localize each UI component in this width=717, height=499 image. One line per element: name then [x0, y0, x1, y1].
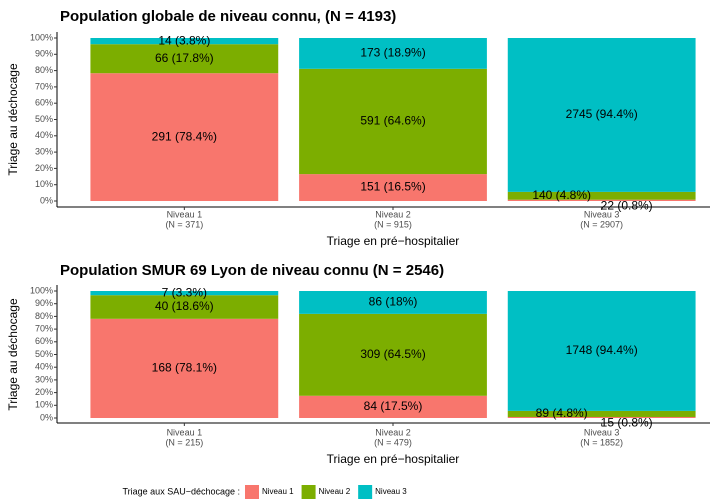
value-label: 40 (18.6%) — [155, 299, 214, 313]
y-tick-label: 50% — [35, 114, 53, 124]
value-label: 22 (0.8%) — [601, 199, 653, 213]
chart-title: Population SMUR 69 Lyon de niveau connu … — [60, 262, 444, 279]
x-tick-count: (N = 1852) — [580, 437, 623, 447]
x-tick-label: Niveau 1 — [167, 209, 203, 219]
bar-segment — [299, 291, 487, 314]
bar-segment — [507, 38, 696, 192]
y-tick-label: 0% — [40, 195, 53, 205]
value-label: 173 (18.9%) — [360, 46, 425, 60]
y-tick-label: 100% — [30, 285, 53, 295]
y-tick-label: 20% — [35, 163, 53, 173]
y-tick-label: 40% — [35, 362, 53, 372]
x-tick-label: Niveau 2 — [375, 209, 411, 219]
value-label: 309 (64.5%) — [360, 347, 425, 361]
y-tick-label: 90% — [35, 298, 53, 308]
y-tick-label: 90% — [35, 49, 53, 59]
bar-segment — [299, 174, 487, 201]
bar-segment — [299, 313, 487, 396]
x-tick-count: (N = 2907) — [580, 219, 623, 229]
y-tick-label: 10% — [35, 400, 53, 410]
y-tick-label: 60% — [35, 98, 53, 108]
bar-segment — [90, 44, 279, 74]
y-tick-label: 60% — [35, 336, 53, 346]
value-label: 140 (4.8%) — [532, 188, 591, 202]
value-label: 15 (0.8%) — [601, 416, 653, 430]
value-label: 86 (18%) — [369, 295, 418, 309]
chart-title: Population globale de niveau connu, (N =… — [60, 8, 396, 25]
x-tick-label: Niveau 2 — [375, 427, 411, 437]
value-label: 89 (4.8%) — [536, 406, 588, 420]
x-tick-label: Niveau 3 — [584, 209, 620, 219]
x-tick-count: (N = 371) — [165, 219, 203, 229]
y-tick-label: 10% — [35, 179, 53, 189]
x-tick-label: Niveau 3 — [584, 427, 620, 437]
value-label: 291 (78.4%) — [152, 129, 217, 143]
bar-segment — [507, 191, 696, 200]
x-tick-count: (N = 479) — [374, 437, 412, 447]
bar-segment — [507, 199, 696, 201]
x-tick-label: Niveau 1 — [167, 427, 203, 437]
x-axis-label: Triage en pré−hospitalier — [327, 452, 460, 466]
bar-segment — [90, 291, 279, 296]
y-tick-label: 40% — [35, 130, 53, 140]
y-tick-label: 80% — [35, 65, 53, 75]
bar-segment — [507, 416, 696, 418]
y-axis-label: Triage au déchocage — [6, 63, 20, 176]
legend-swatch — [245, 485, 259, 499]
bar-segment — [299, 68, 487, 175]
value-label: 2745 (94.4%) — [566, 107, 638, 121]
x-tick-count: (N = 915) — [374, 219, 412, 229]
x-axis-label: Triage en pré−hospitalier — [327, 234, 460, 248]
value-label: 591 (64.6%) — [360, 114, 425, 128]
bar-segment — [507, 291, 696, 411]
value-label: 1748 (94.4%) — [566, 343, 638, 357]
value-label: 14 (3.8%) — [158, 33, 210, 47]
value-label: 66 (17.8%) — [155, 51, 214, 65]
y-tick-label: 30% — [35, 146, 53, 156]
y-tick-label: 20% — [35, 387, 53, 397]
bar-segment — [90, 73, 279, 201]
bar-segment — [90, 295, 279, 319]
y-tick-label: 50% — [35, 349, 53, 359]
y-tick-label: 70% — [35, 323, 53, 333]
value-label: 151 (16.5%) — [360, 180, 425, 194]
y-tick-label: 80% — [35, 311, 53, 321]
bar-segment — [90, 318, 279, 418]
value-label: 7 (3.3%) — [162, 285, 207, 299]
y-tick-label: 70% — [35, 81, 53, 91]
y-axis-label: Triage au déchocage — [6, 298, 20, 411]
value-label: 84 (17.5%) — [364, 399, 423, 413]
x-tick-count: (N = 215) — [165, 437, 203, 447]
y-tick-label: 0% — [40, 412, 53, 422]
y-tick-label: 30% — [35, 374, 53, 384]
legend-swatch — [358, 485, 373, 499]
legend-label: Niveau 3 — [375, 487, 407, 496]
legend-title: Triage aux SAU−déchocage : — [123, 486, 241, 496]
bar-segment — [507, 410, 696, 417]
bar-segment — [299, 38, 487, 69]
y-tick-label: 100% — [30, 32, 53, 42]
legend-label: Niveau 1 — [262, 487, 294, 496]
bar-segment — [90, 38, 279, 45]
value-label: 168 (78.1%) — [152, 361, 217, 375]
legend-label: Niveau 2 — [319, 487, 351, 496]
legend-swatch — [301, 485, 316, 499]
bar-segment — [299, 395, 487, 418]
